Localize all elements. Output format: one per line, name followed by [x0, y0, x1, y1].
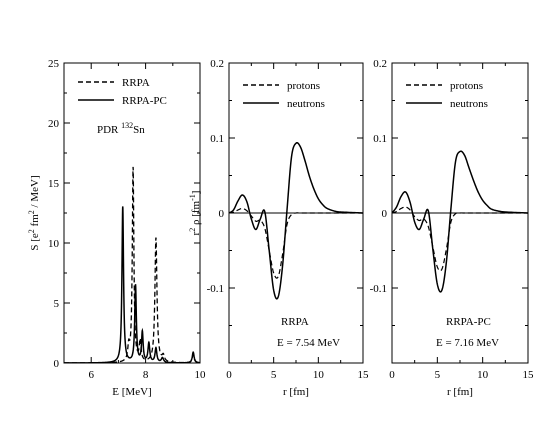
panel-method-label: RRPA-PC [446, 316, 491, 328]
x-tick-label: 0 [389, 369, 395, 381]
panel-method-label: RRPA [281, 316, 309, 328]
legend-label: RRPA-PC [122, 95, 167, 107]
y-axis-label: S [e2 fm2 / MeV] [27, 175, 41, 250]
y-tick-label: 10 [48, 238, 60, 250]
panel-energy-label: E = 7.54 MeV [277, 337, 340, 349]
legend-label: neutrons [287, 98, 325, 110]
y-tick-label: -0.1 [370, 283, 387, 295]
x-tick-label: 10 [313, 369, 325, 381]
x-tick-label: 0 [226, 369, 232, 381]
x-axis-label: E [MeV] [112, 386, 151, 398]
x-tick-label: 5 [435, 369, 441, 381]
series-line-neutrons [391, 150, 529, 293]
x-tick-label: 10 [195, 369, 207, 381]
y-tick-label: 25 [48, 58, 60, 70]
y-tick-label: 0.2 [373, 58, 387, 70]
series-line-protons [391, 206, 528, 272]
x-tick-label: 15 [358, 369, 370, 381]
y-tick-label: -0.1 [207, 283, 224, 295]
x-tick-label: 8 [143, 369, 149, 381]
y-axis-label: r2 ρ [fm-1] [188, 191, 202, 236]
y-tick-label: 15 [48, 178, 60, 190]
density-panel-rrpa-pc: 0 5 10 15 -0.1 0 0.1 0.2 r [fm] protons neutrons RR… [370, 58, 534, 398]
y-tick-label: 0.1 [210, 133, 224, 145]
x-tick-label: 10 [477, 369, 489, 381]
x-tick-label: 15 [523, 369, 535, 381]
x-axis-label: r [fm] [283, 386, 309, 398]
y-tick-label: 5 [54, 298, 60, 310]
x-tick-label: 6 [88, 369, 94, 381]
series-line-rrpa [64, 166, 200, 363]
panel-energy-label: E = 7.16 MeV [436, 337, 499, 349]
x-axis-label: r [fm] [447, 386, 473, 398]
legend-label: neutrons [450, 98, 488, 110]
y-tick-label: 0.2 [210, 58, 224, 70]
y-tick-label: 20 [48, 118, 60, 130]
y-tick-label: 0 [382, 208, 388, 220]
series-line-protons [228, 207, 363, 279]
series-line-neutrons [228, 141, 364, 300]
y-tick-label: 0 [219, 208, 225, 220]
panel-annotation: PDR 132Sn [97, 121, 145, 136]
legend-label: RRPA [122, 77, 150, 89]
strength-panel: 6 8 10 0 5 10 15 20 25 E [MeV] S [e2 fm2 / MeV] RRP… [27, 58, 206, 398]
density-panel-rrpa: 0 5 10 15 -0.1 0 0.1 0.2 r [fm] r2 ρ [fm-1] proton… [188, 58, 369, 398]
legend-label: protons [287, 80, 320, 92]
y-tick-label: 0.1 [373, 133, 387, 145]
y-tick-label: 0 [54, 358, 60, 370]
series-line-rrpa-pc [64, 206, 200, 363]
legend-label: protons [450, 80, 483, 92]
x-tick-label: 5 [271, 369, 277, 381]
